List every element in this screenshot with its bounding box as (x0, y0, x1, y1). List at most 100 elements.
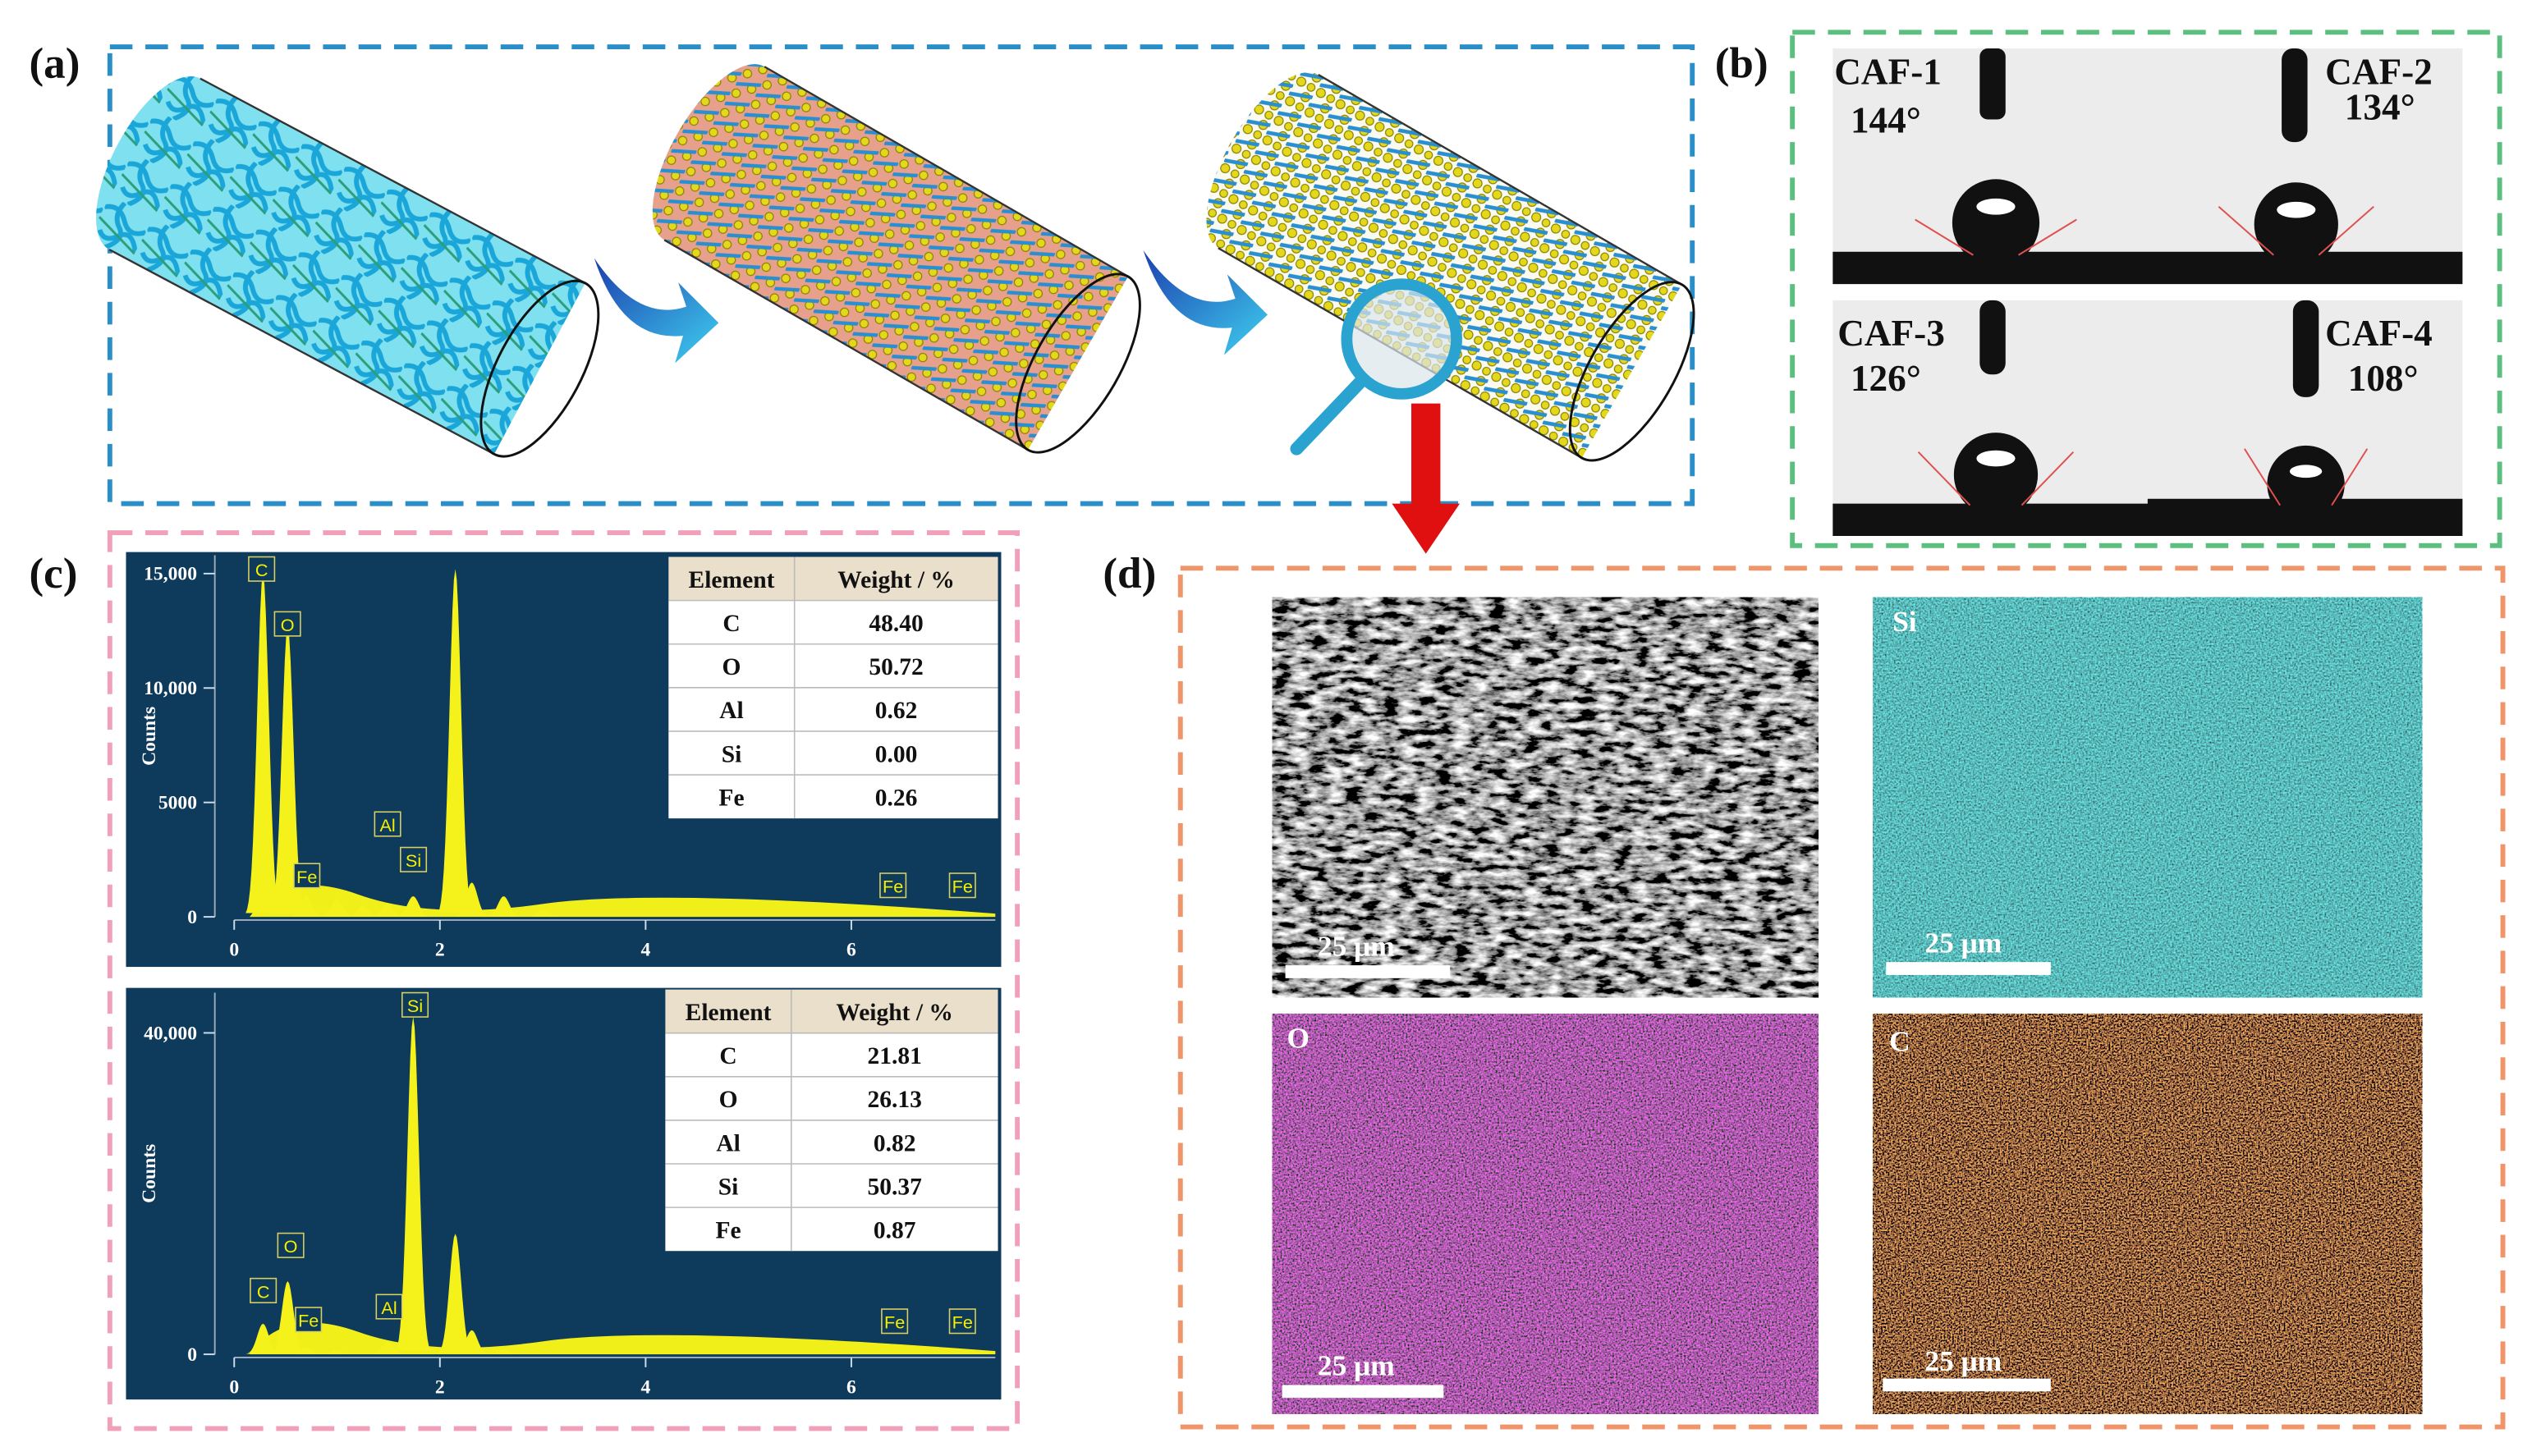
element-label: C (1889, 1024, 1910, 1057)
peak-label-box (250, 1277, 278, 1303)
red-arrow (1392, 403, 1461, 554)
spectrum-peak (319, 898, 355, 917)
si-map (1873, 597, 2423, 998)
table-cell: Si (722, 741, 742, 767)
scale-label: 25 μm (1318, 1349, 1395, 1382)
peak-label-box (248, 556, 276, 582)
peak-label-box (948, 872, 976, 899)
arrow (594, 258, 719, 364)
panel-label: (a) (29, 39, 80, 87)
table-header: Element (689, 567, 775, 593)
x-tick-label: 6 (846, 939, 856, 960)
cylinder-final (1206, 72, 1695, 462)
panel-label: (c) (29, 550, 77, 598)
spectrum-peak (454, 1330, 489, 1354)
spectrum-peak (245, 1323, 281, 1354)
table-cell: 0.87 (874, 1217, 916, 1243)
contact-angle: 134° (2345, 87, 2415, 128)
panel-label: (d) (1103, 550, 1156, 598)
peak-label-box (293, 863, 321, 889)
peak-label: Fe (298, 1311, 319, 1331)
table-cell: 0.26 (875, 785, 918, 811)
peak-label: Fe (296, 867, 317, 887)
table-cell: O (722, 654, 741, 680)
peak-label-box (375, 1293, 403, 1320)
composition-table: Element Weight / % C 21.81 O 26.13 Al 0.82 Si 50.… (665, 989, 998, 1252)
spectrum-peak (396, 1016, 431, 1351)
o-map (1272, 1014, 1819, 1414)
y-tick-label: 15,000 (144, 564, 197, 585)
y-tick-label: 10,000 (144, 678, 197, 699)
table-cell: Al (716, 1130, 741, 1156)
peak-label: Al (379, 815, 395, 836)
peak-label: O (281, 615, 295, 635)
y-axis-label: Counts (139, 1144, 160, 1203)
peak-label-box (948, 1308, 976, 1335)
spectrum-peak (486, 1349, 521, 1355)
spectrum-peak (486, 896, 521, 917)
continuum (250, 885, 996, 918)
peak-label: Fe (883, 877, 903, 897)
table-cell: 48.40 (869, 611, 923, 637)
table-cell: O (719, 1087, 738, 1113)
table-cell: 0.82 (874, 1130, 916, 1156)
y-tick-label: 0 (187, 907, 197, 928)
peak-label: O (284, 1236, 298, 1257)
scale-bar (1886, 962, 2051, 975)
y-tick-label: 5000 (158, 793, 197, 814)
panel-frame (1177, 565, 2506, 1430)
table-header: Weight / % (837, 567, 955, 593)
table-cell: 0.00 (875, 741, 918, 767)
x-tick-label: 2 (435, 1376, 445, 1398)
y-tick-label: 0 (187, 1344, 197, 1366)
table-cell: 21.81 (867, 1043, 921, 1069)
spectrum-peak (319, 1350, 355, 1355)
table-header: Element (686, 1000, 772, 1026)
table-cell: 26.13 (867, 1087, 921, 1113)
table-cell: Fe (716, 1217, 741, 1243)
spectrum-peak (288, 1348, 323, 1355)
spectrum-peak (369, 1342, 405, 1354)
table-cell: Fe (718, 785, 744, 811)
peak-label-box (295, 1307, 323, 1333)
table-cell: Si (718, 1174, 739, 1200)
element-label: Si (1892, 605, 1917, 638)
x-tick-label: 0 (229, 1376, 239, 1398)
x-tick-label: 6 (846, 1376, 856, 1398)
peak-label-box (277, 1232, 305, 1258)
spectrum-peak (270, 1281, 305, 1354)
table-cell: 0.62 (875, 698, 918, 724)
sem-image (1272, 597, 1819, 998)
c-map (1873, 1014, 2423, 1414)
spectrum-peak (245, 573, 281, 913)
contact-angle-images (1832, 48, 2463, 536)
scale-label: 25 μm (1924, 926, 2002, 959)
table-cell: C (722, 611, 740, 637)
table-cell: 50.72 (869, 654, 923, 680)
sample-name: CAF-4 (2325, 313, 2433, 354)
peak-label: Fe (952, 1312, 973, 1333)
y-tick-label: 40,000 (144, 1023, 197, 1044)
peak-label-box (374, 811, 401, 837)
sample-name: CAF-2 (2325, 51, 2433, 92)
spectrum-peak (369, 903, 405, 917)
panel-label: (b) (1715, 39, 1768, 87)
x-tick-label: 4 (640, 939, 650, 960)
x-tick-label: 0 (229, 939, 239, 960)
y-axis-label: Counts (139, 707, 160, 766)
x-tick-label: 2 (435, 939, 445, 960)
peak-label-box (879, 872, 907, 899)
table-header: Weight / % (836, 1000, 953, 1026)
peak-label: C (255, 560, 268, 580)
spectrum-peak (438, 569, 473, 913)
contact-angle: 126° (1851, 358, 1921, 399)
continuum (250, 1322, 996, 1355)
scale-bar (1282, 1385, 1444, 1399)
peak-label-box (881, 1308, 909, 1335)
element-label: O (1287, 1021, 1310, 1054)
